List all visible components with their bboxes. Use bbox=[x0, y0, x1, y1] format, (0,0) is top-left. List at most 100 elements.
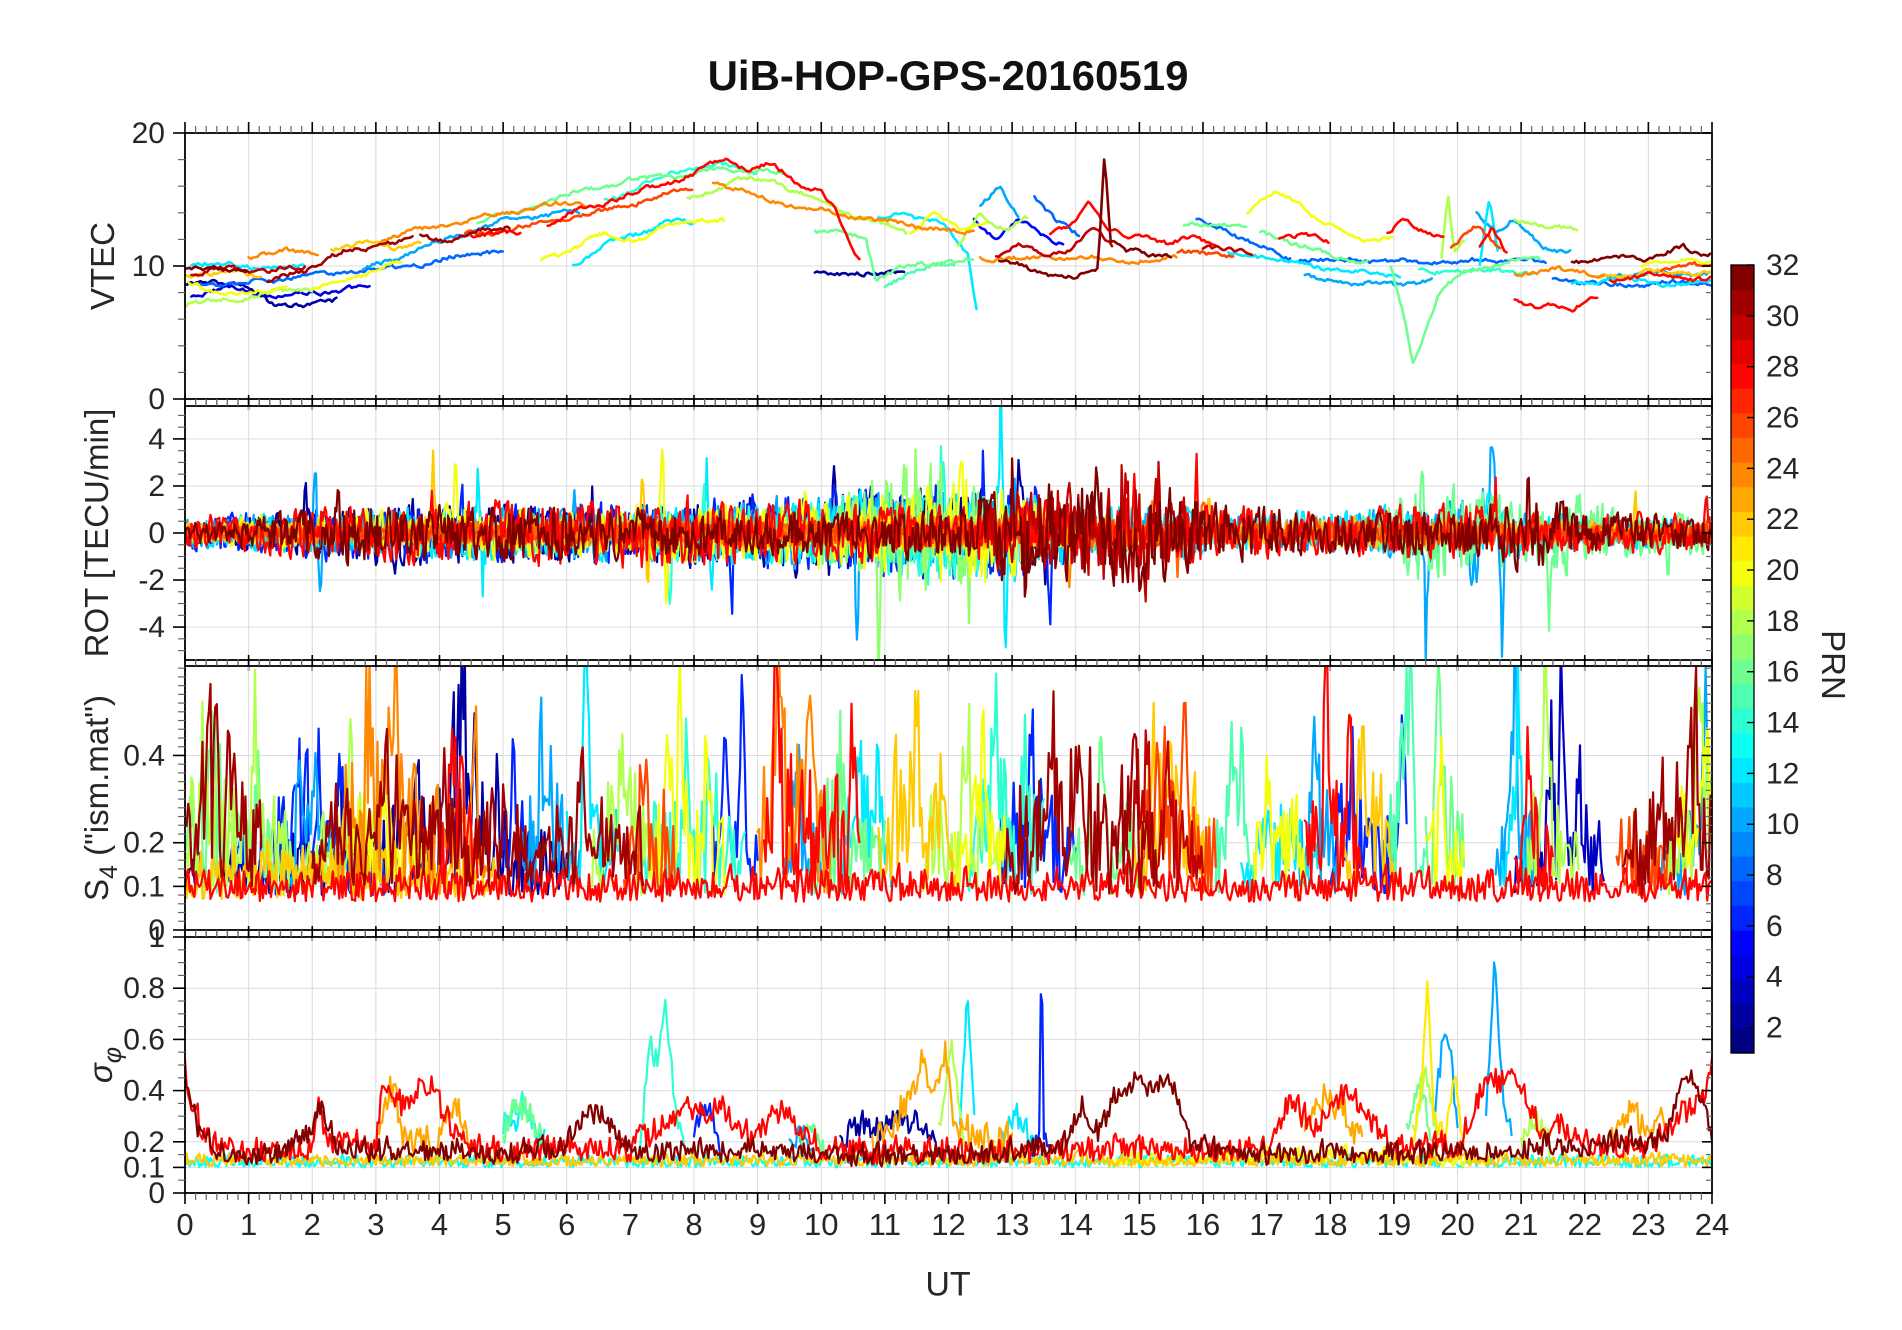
colorbar-step bbox=[1731, 782, 1754, 808]
y-tick-label: 0.4 bbox=[123, 1075, 165, 1108]
colorbar-tick-label: 10 bbox=[1766, 808, 1799, 841]
y-tick-label: 0 bbox=[148, 517, 165, 550]
panel-vtec: 0 10 20 bbox=[132, 117, 1713, 416]
colorbar-step bbox=[1731, 289, 1754, 315]
series-prn-20 bbox=[909, 211, 988, 235]
minor-tick-marks bbox=[178, 930, 1712, 1200]
series-prn-22 bbox=[1596, 267, 1712, 279]
series-prn-23 bbox=[1609, 1099, 1669, 1142]
y-tick-label: -4 bbox=[138, 611, 165, 644]
x-tick-label: 7 bbox=[622, 1207, 639, 1242]
x-tick-label: 16 bbox=[1186, 1207, 1220, 1242]
colorbar-step bbox=[1731, 954, 1754, 980]
colorbar-tick-label: 30 bbox=[1766, 300, 1799, 333]
series-prn-20 bbox=[1246, 190, 1394, 244]
y-tick-label: 1 bbox=[148, 921, 165, 954]
colorbar-step bbox=[1731, 1028, 1754, 1054]
x-tick-label: 2 bbox=[304, 1207, 321, 1242]
y-tick-label: 0.8 bbox=[123, 972, 165, 1005]
series-prn-23 bbox=[1303, 1083, 1364, 1145]
colorbar-tick-label: 18 bbox=[1766, 605, 1799, 638]
colorbar-step bbox=[1731, 363, 1754, 389]
x-tick-label: 5 bbox=[495, 1207, 512, 1242]
series-prn-10 bbox=[1434, 1033, 1459, 1129]
x-tick-label: 21 bbox=[1504, 1207, 1538, 1242]
colorbar-step bbox=[1731, 511, 1754, 537]
y-tick-label: 0.2 bbox=[123, 827, 165, 860]
series-prn-28 bbox=[438, 728, 479, 894]
series-prn-14 bbox=[603, 160, 758, 202]
series-lines bbox=[185, 666, 1712, 903]
series-prn-28 bbox=[1303, 666, 1364, 892]
series-prn-2 bbox=[839, 1105, 937, 1152]
x-tick-label: 18 bbox=[1313, 1207, 1347, 1242]
colorbar-step bbox=[1731, 560, 1754, 586]
x-tick-label: 12 bbox=[931, 1207, 965, 1242]
colorbar-tick-label: 24 bbox=[1766, 452, 1799, 485]
y-tick-labels: 00.10.2 0.4 0.6 0.8 1 bbox=[123, 921, 165, 1210]
y-tick-label: 0.2 bbox=[123, 1126, 165, 1159]
x-tick-label: 14 bbox=[1059, 1207, 1093, 1242]
y-tick-label: -2 bbox=[138, 564, 165, 597]
series-prn-2 bbox=[185, 278, 338, 309]
series-prn-28 bbox=[1608, 271, 1712, 284]
series-lines bbox=[185, 961, 1712, 1169]
x-tick-label: 6 bbox=[558, 1207, 575, 1242]
series-prn-15 bbox=[1214, 720, 1255, 894]
colorbar-step bbox=[1731, 388, 1754, 414]
colorbar-step bbox=[1731, 905, 1754, 931]
colorbar-step bbox=[1731, 929, 1754, 956]
colorbar-step bbox=[1731, 462, 1754, 488]
series-prn-16 bbox=[1424, 666, 1465, 886]
y-tick-labels: 0 10 20 bbox=[132, 117, 165, 416]
colorbar-step bbox=[1731, 979, 1754, 1005]
series-prn-24 bbox=[1513, 265, 1606, 279]
series-prn-22 bbox=[877, 689, 956, 896]
series-prn-28 bbox=[1513, 725, 1554, 896]
series-prn-30 bbox=[1201, 244, 1254, 257]
series-prn-12 bbox=[571, 217, 695, 267]
series-prn-20 bbox=[1640, 257, 1712, 268]
colorbar-tick-label: 4 bbox=[1766, 961, 1783, 994]
series-prn-16 bbox=[807, 709, 886, 895]
x-tick-label: 24 bbox=[1695, 1207, 1729, 1242]
colorbar-tick-label: 8 bbox=[1766, 859, 1783, 892]
x-tick-label: 0 bbox=[176, 1207, 193, 1242]
series-prn-28 bbox=[1049, 200, 1217, 247]
colorbar-step bbox=[1731, 314, 1754, 340]
series-prn-10 bbox=[1485, 961, 1513, 1137]
series-prn-10 bbox=[979, 185, 1020, 218]
series-prn-30 bbox=[979, 460, 1205, 603]
series-prn-31 bbox=[1004, 690, 1160, 895]
x-tick-label: 13 bbox=[995, 1207, 1029, 1242]
series-prn-18 bbox=[1520, 1107, 1551, 1161]
colorbar-step bbox=[1731, 486, 1754, 512]
colorbar-tick-label: 22 bbox=[1766, 503, 1799, 536]
series-prn-28 bbox=[185, 862, 1712, 903]
colorbar-tick-label: 6 bbox=[1766, 910, 1783, 943]
colorbar-step bbox=[1731, 831, 1754, 857]
colorbar-tick-label: 14 bbox=[1766, 707, 1799, 740]
series-prn-16 bbox=[1389, 255, 1542, 365]
colorbar-step bbox=[1731, 708, 1754, 734]
series-prn-22 bbox=[330, 239, 422, 253]
series-prn-14 bbox=[966, 672, 1045, 895]
series-prn-23 bbox=[871, 1040, 1014, 1160]
series-prn-18 bbox=[956, 212, 1029, 248]
series-prn-24 bbox=[711, 181, 975, 236]
y-tick-label: 0 bbox=[148, 1177, 165, 1210]
series-lines bbox=[185, 157, 1712, 365]
colorbar-step bbox=[1731, 856, 1754, 882]
series-prn-16 bbox=[502, 1096, 549, 1154]
series-prn-24 bbox=[247, 246, 319, 261]
x-tick-label: 10 bbox=[804, 1207, 838, 1242]
series-prn-13 bbox=[185, 1150, 1712, 1169]
series-prn-32 bbox=[998, 158, 1173, 280]
colorbar-step bbox=[1731, 585, 1754, 611]
series-prn-15 bbox=[883, 262, 956, 289]
series-prn-5 bbox=[972, 217, 1065, 246]
series-prn-32 bbox=[185, 1069, 1712, 1168]
